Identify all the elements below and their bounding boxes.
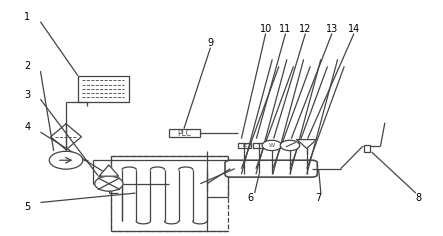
Circle shape xyxy=(49,151,83,169)
Polygon shape xyxy=(99,165,119,176)
Text: 14: 14 xyxy=(348,24,360,34)
Bar xyxy=(78,76,129,101)
Text: 12: 12 xyxy=(299,24,311,34)
Text: 1: 1 xyxy=(24,12,30,22)
Bar xyxy=(111,156,228,231)
Bar xyxy=(364,145,370,152)
Text: 6: 6 xyxy=(247,193,253,203)
Text: 5: 5 xyxy=(24,202,30,212)
Text: TE: TE xyxy=(241,143,248,148)
Text: 4: 4 xyxy=(24,122,30,132)
Text: 10: 10 xyxy=(260,24,272,34)
Bar xyxy=(238,143,251,148)
Text: 9: 9 xyxy=(207,38,214,48)
Circle shape xyxy=(262,140,282,151)
Text: 11: 11 xyxy=(280,24,291,34)
Text: W: W xyxy=(269,143,275,148)
Text: 7: 7 xyxy=(315,193,322,203)
Bar xyxy=(168,129,200,137)
Text: 2: 2 xyxy=(24,61,30,71)
FancyBboxPatch shape xyxy=(225,160,317,177)
Text: 8: 8 xyxy=(415,193,421,203)
Text: 3: 3 xyxy=(24,89,30,100)
Polygon shape xyxy=(297,139,316,148)
Text: 13: 13 xyxy=(326,24,338,34)
Circle shape xyxy=(95,176,123,191)
Bar xyxy=(253,143,264,148)
Circle shape xyxy=(280,140,299,151)
Text: PLC: PLC xyxy=(177,129,191,138)
